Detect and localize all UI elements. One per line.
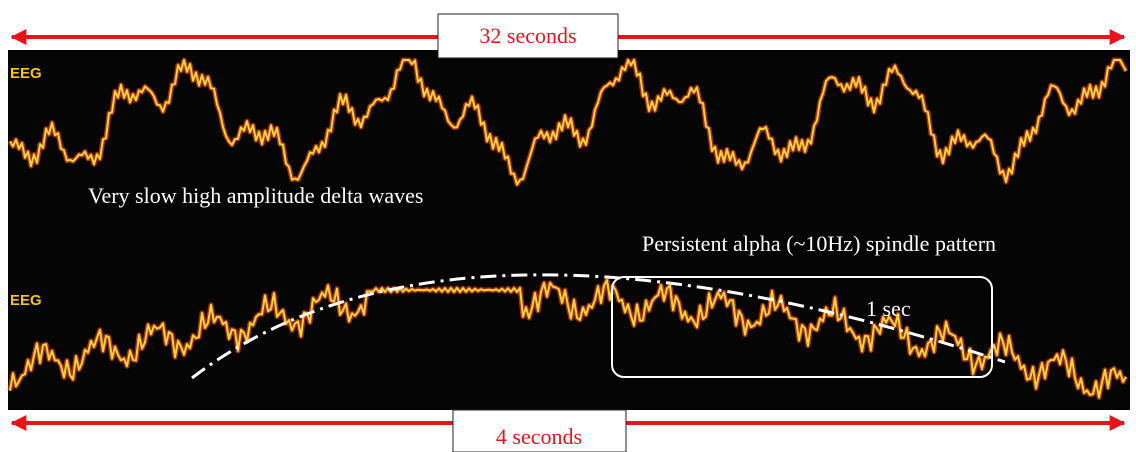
annotation: Persistent alpha (~10Hz) spindle pattern: [642, 231, 996, 256]
annotation: Very slow high amplitude delta waves: [88, 183, 423, 208]
span-label: 4 seconds: [496, 424, 582, 449]
annotation: 1 sec: [866, 296, 911, 321]
figure: EEG EEG Very slow high amplitude delta w…: [0, 0, 1136, 452]
span-label: 32 seconds: [479, 23, 576, 48]
trace-label: EEG: [10, 292, 42, 309]
trace-label: EEG: [10, 65, 42, 82]
